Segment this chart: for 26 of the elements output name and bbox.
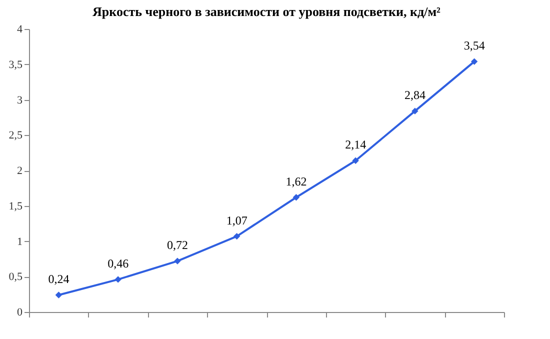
point	[470, 58, 478, 65]
y-tick-label: 4	[17, 24, 23, 36]
data-label: 3,54	[464, 38, 485, 53]
point	[174, 258, 181, 264]
y-tick-label: 0	[17, 306, 23, 318]
data-label: 0,72	[166, 238, 188, 252]
y-tick-label: 3	[17, 94, 23, 106]
data-label: 0,46	[108, 256, 129, 270]
data-label: 0,24	[48, 272, 70, 286]
y-tick-label: 0,5	[8, 271, 23, 284]
y-tick-label: 1,5	[8, 200, 23, 212]
point	[352, 157, 359, 164]
data-label: 2,14	[345, 138, 366, 152]
point	[292, 194, 300, 201]
point	[233, 232, 240, 240]
y-tick-label: 2,5	[8, 130, 23, 142]
point	[412, 108, 418, 114]
data-label: 1,07	[226, 213, 248, 228]
point	[114, 276, 122, 283]
point	[55, 292, 62, 298]
y-tick-label: 2	[17, 165, 22, 177]
y-tick-label: 3,5	[8, 58, 23, 71]
data-label: 2,84	[404, 88, 426, 102]
chart-title: Яркость черного в зависимости от уровня подсветки, кд/м²	[92, 4, 441, 19]
y-tick-label: 1	[17, 236, 22, 248]
data-label: 1,62	[286, 174, 307, 188]
